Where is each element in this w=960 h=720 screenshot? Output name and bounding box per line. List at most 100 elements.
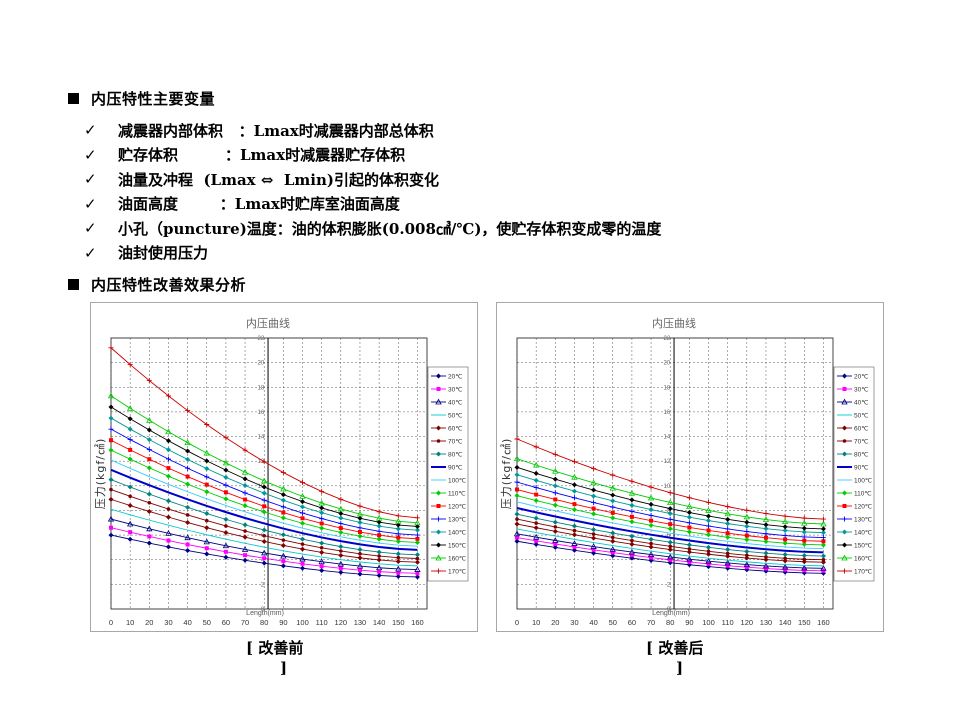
data-point (514, 464, 520, 470)
data-point (127, 362, 133, 368)
data-point (609, 484, 616, 491)
data-point (725, 551, 730, 556)
data-point (591, 500, 597, 506)
data-point (109, 487, 113, 492)
data-point (396, 555, 401, 560)
data-point (552, 528, 558, 534)
data-point (841, 398, 848, 405)
data-point (724, 510, 731, 517)
data-point (668, 544, 673, 549)
legend-label: 130℃ (854, 517, 873, 524)
data-point (165, 514, 171, 520)
list-item-text: 减震器内部体积 ：Lmax时减震器内部总体积 (118, 121, 434, 140)
data-point (725, 526, 731, 532)
heading-text: 内压特性改善效果分析 (91, 276, 247, 294)
data-point (842, 504, 847, 508)
y-tick-label: 12 (664, 459, 671, 465)
data-point (300, 479, 306, 485)
data-point (223, 516, 229, 522)
legend-label: 170℃ (448, 569, 467, 576)
data-point (280, 552, 287, 559)
data-point (820, 520, 827, 527)
data-point (224, 524, 228, 528)
data-point (300, 542, 305, 546)
data-point (821, 568, 826, 573)
data-point (590, 479, 597, 486)
data-point (376, 572, 382, 578)
data-point (300, 565, 306, 571)
data-point (686, 503, 693, 510)
x-tick-label: 140 (779, 618, 792, 627)
data-point (242, 503, 248, 509)
data-point (338, 529, 344, 535)
data-point (533, 525, 539, 531)
data-point (242, 534, 248, 540)
x-tick-label: 100 (702, 618, 715, 627)
data-point (280, 497, 286, 503)
data-point (223, 467, 229, 473)
data-point (357, 555, 363, 561)
data-point (261, 477, 268, 484)
data-point (319, 516, 325, 522)
data-point (725, 521, 731, 527)
data-point (204, 474, 210, 480)
data-point (648, 512, 654, 518)
data-point (223, 435, 229, 441)
data-point (261, 527, 267, 533)
data-point (629, 497, 635, 503)
data-point (146, 427, 152, 433)
data-point (337, 505, 344, 512)
caption-after-line2: ] (676, 659, 684, 677)
data-point (571, 495, 577, 501)
data-point (166, 538, 171, 543)
series-line (516, 458, 824, 525)
data-point (706, 532, 712, 538)
data-point (686, 514, 692, 520)
data-point (357, 515, 363, 521)
data-point (647, 551, 655, 558)
data-point (109, 438, 113, 443)
data-point (801, 541, 807, 547)
data-point (414, 527, 420, 533)
section-heading-effect-analysis: 内压特性改善效果分析 (68, 274, 246, 295)
legend-label: 50℃ (448, 413, 463, 420)
data-point (801, 529, 807, 535)
data-point (725, 553, 731, 559)
data-point (514, 493, 520, 499)
data-point (763, 526, 769, 532)
data-point (552, 519, 558, 525)
y-tick-label: 20 (664, 361, 671, 367)
heading-text: 内压特性主要变量 (91, 90, 216, 108)
data-point (744, 555, 750, 561)
data-point (783, 567, 788, 572)
data-point (629, 553, 634, 558)
data-point (667, 547, 673, 553)
data-point (436, 387, 441, 391)
legend-label: 70℃ (854, 439, 869, 446)
data-point (243, 553, 248, 558)
data-point (686, 555, 693, 562)
data-point (127, 536, 133, 542)
data-point (300, 536, 306, 542)
data-point (300, 516, 305, 521)
data-point (300, 510, 306, 516)
data-point (126, 520, 134, 527)
data-point (706, 499, 712, 505)
data-point (534, 538, 539, 543)
data-point (166, 466, 171, 471)
x-tick-label: 130 (760, 618, 773, 627)
series-160℃ (513, 455, 827, 527)
data-point (801, 553, 807, 559)
data-point (687, 547, 692, 551)
data-point (648, 507, 654, 513)
data-point (357, 547, 363, 553)
y-tick-label: 18 (258, 385, 265, 391)
list-item: ✓ 贮存体积 ：Lmax时减震器贮存体积 (84, 143, 661, 168)
data-point (725, 547, 731, 553)
data-point (414, 532, 420, 538)
series-30℃ (109, 525, 420, 576)
data-point (667, 506, 673, 512)
data-point (204, 511, 210, 517)
data-point (842, 516, 847, 522)
data-point (395, 522, 401, 528)
